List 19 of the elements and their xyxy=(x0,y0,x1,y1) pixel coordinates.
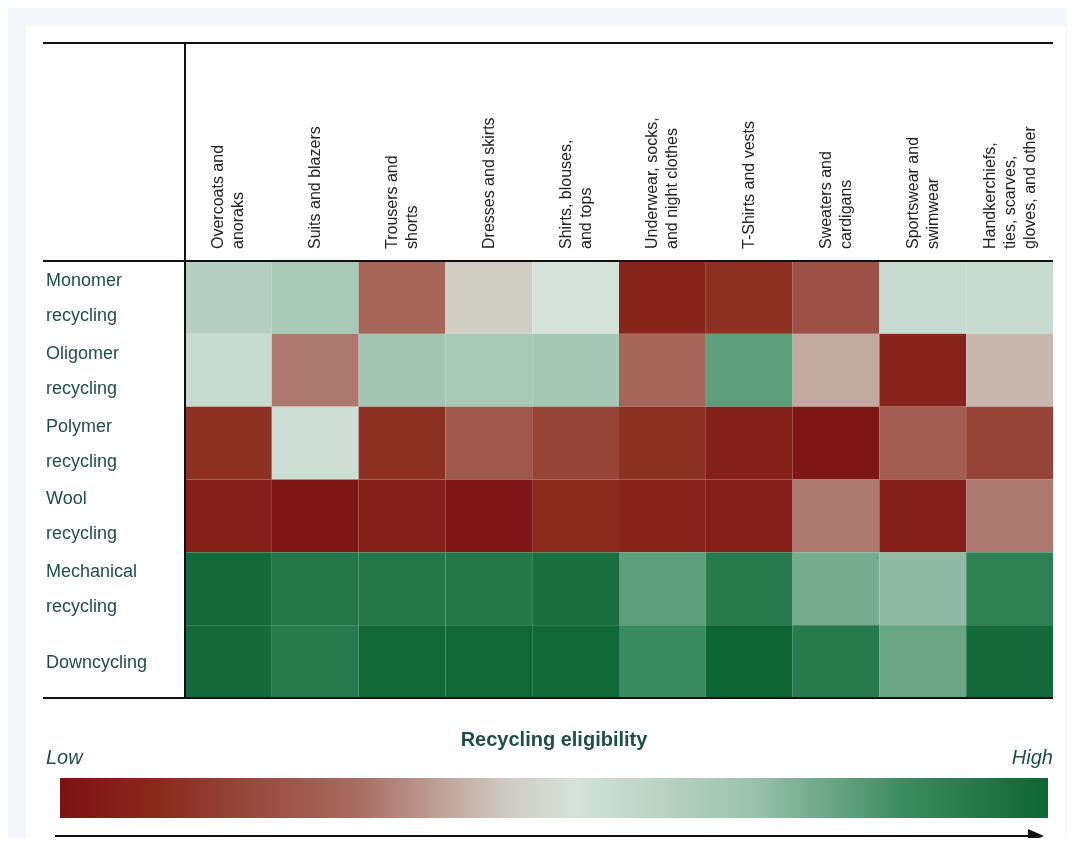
x-tick-label: Shirts, blouses, and tops xyxy=(556,139,594,249)
x-tick-label: Overcoats and anoraks xyxy=(209,144,247,249)
x-tick-label: Dresses and skirts xyxy=(479,117,497,249)
x-tick-label: Suits and blazers xyxy=(306,126,324,249)
y-tick-label: Polymer recycling xyxy=(46,415,118,471)
y-tick-label: Wool recycling xyxy=(46,488,118,544)
y-tick-label: Monomer recycling xyxy=(46,269,123,325)
x-tick-label: Sweaters and cardigans xyxy=(817,151,854,249)
color-bar-title: Recycling eligibility xyxy=(460,728,649,750)
color-bar-label: Low xyxy=(46,746,85,768)
x-tick-label: Sportswear and swimwear xyxy=(903,136,941,249)
y-tick-label: Mechanical recycling xyxy=(46,561,138,617)
x-tick-label: Handkerchiefs, ties, scarves, gloves, and other xyxy=(980,125,1038,249)
y-tick-label: Oligomer recycling xyxy=(46,342,120,398)
x-tick-label: Trousers and shorts xyxy=(383,155,420,249)
x-tick-label: Underwear, socks, and night clothes xyxy=(643,117,681,249)
y-tick-label: Downcycling xyxy=(46,651,148,672)
x-tick-label: T-Shirts and vests xyxy=(740,120,758,249)
color-bar-label: High xyxy=(1011,746,1053,768)
